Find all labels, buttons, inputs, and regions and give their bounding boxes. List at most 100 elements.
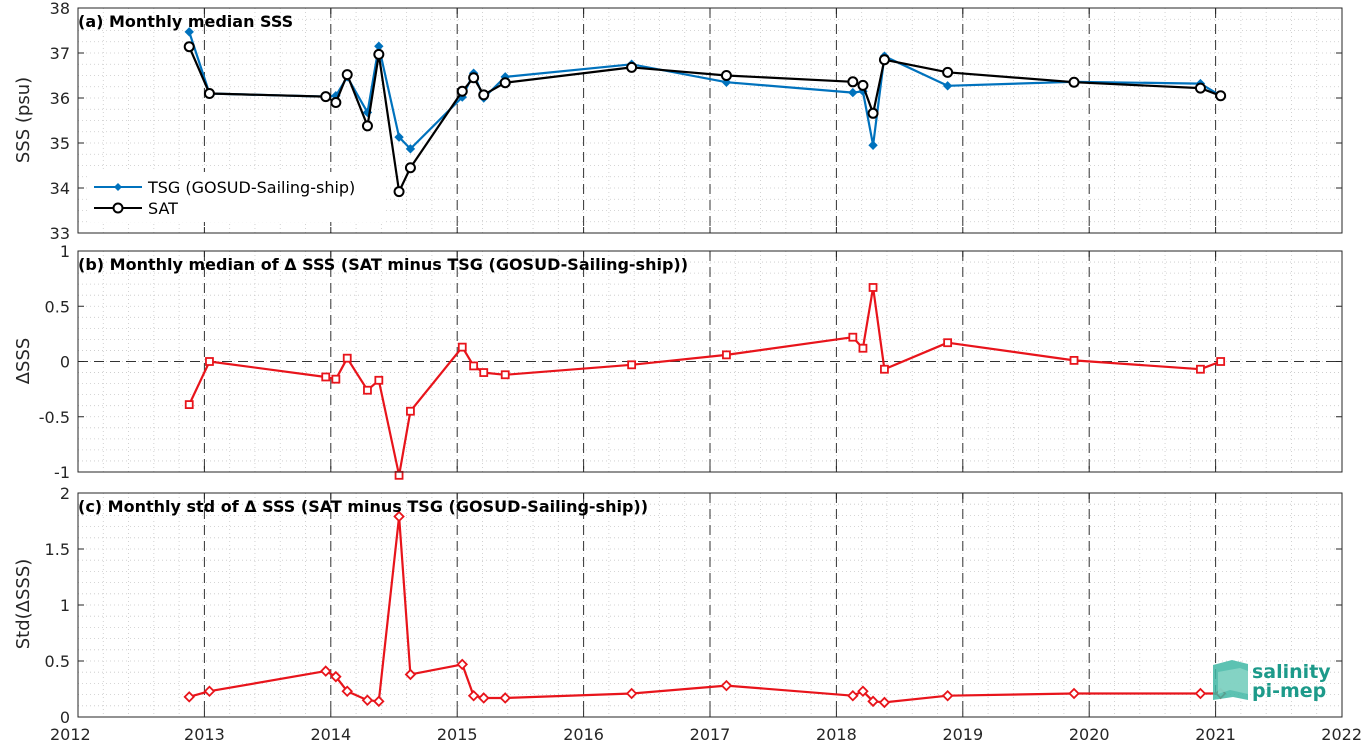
y-tick-label: 38	[50, 0, 70, 18]
data-point	[331, 374, 341, 384]
data-point	[394, 132, 404, 142]
data-point	[361, 694, 374, 706]
y-tick-label: 1	[60, 242, 70, 261]
logo-line2: pi-mep	[1252, 680, 1326, 702]
data-point	[330, 670, 342, 683]
data-point	[468, 72, 480, 84]
panel-c-ylabel: Std(ΔSSS)	[13, 559, 34, 650]
data-point	[404, 668, 417, 681]
data-point	[393, 186, 405, 198]
data-point	[1194, 687, 1207, 700]
x-tick-label: 2019	[942, 725, 983, 744]
data-point	[321, 372, 331, 382]
y-tick-label: -0.5	[39, 408, 70, 427]
data-point	[1068, 76, 1080, 88]
y-tick-label: 0	[60, 353, 70, 372]
panel-b-median-delta-sss: -1 -0.5 0 0.5 1 (b) Monthly median of Δ SSS …	[13, 242, 1343, 482]
data-point	[373, 695, 385, 708]
panel-a-monthly-median-sss: 33 34 35 36 37 38 (a) Monthly median SSS SSS …	[13, 0, 1343, 243]
data-point	[479, 368, 489, 377]
panel-c-title: (c) Monthly std of Δ SSS (SAT minus TSG …	[78, 497, 648, 516]
data-point	[477, 692, 490, 704]
data-point	[373, 48, 385, 60]
data-point	[205, 357, 214, 366]
panel-a-title: (a) Monthly median SSS	[78, 12, 293, 31]
data-point	[184, 400, 194, 409]
data-point	[394, 470, 404, 480]
data-point	[393, 510, 405, 523]
data-point	[867, 107, 879, 119]
legend-sat-marker	[112, 202, 124, 214]
x-tick-label: 2017	[690, 725, 731, 744]
data-point	[942, 81, 953, 91]
x-tick-label: 2020	[1069, 725, 1110, 744]
data-point	[880, 364, 889, 374]
data-point	[868, 140, 878, 150]
data-point	[1196, 364, 1205, 374]
x-tick-label: 2014	[310, 725, 351, 744]
data-point	[374, 375, 384, 385]
data-point	[868, 283, 878, 292]
data-point	[467, 689, 480, 702]
x-tick-label: 2013	[184, 725, 225, 744]
logo-line1: salinity	[1252, 661, 1331, 683]
data-point	[319, 665, 332, 677]
data-point	[1069, 355, 1079, 365]
data-point	[499, 77, 511, 89]
data-point	[867, 695, 879, 708]
data-point	[363, 385, 372, 395]
data-point	[499, 692, 512, 704]
y-tick-label: -1	[54, 463, 70, 482]
data-point	[943, 338, 953, 348]
y-tick-label: 0.5	[45, 652, 70, 671]
data-point	[456, 85, 468, 97]
data-point	[478, 89, 490, 101]
panel-b-ylabel: ΔSSS	[13, 338, 34, 385]
data-point	[625, 687, 638, 700]
data-point	[626, 61, 638, 73]
data-point	[341, 69, 353, 81]
data-point	[1215, 90, 1227, 102]
legend-sat-label: SAT	[148, 199, 178, 218]
data-point	[203, 88, 215, 99]
data-point	[203, 685, 216, 698]
data-point	[500, 370, 510, 380]
data-point	[878, 54, 890, 66]
data-point	[1068, 687, 1080, 700]
data-point	[457, 342, 467, 352]
data-point	[342, 353, 352, 363]
legend-tsg-label: TSG (GOSUD-Sailing-ship)	[147, 178, 355, 197]
data-point	[847, 76, 859, 88]
y-tick-label: 2	[60, 484, 70, 503]
data-point	[848, 332, 858, 342]
legend: TSG (GOSUD-Sailing-ship) SAT	[88, 172, 384, 222]
data-point	[361, 120, 373, 132]
data-point	[857, 79, 869, 91]
data-point	[847, 689, 859, 702]
data-point	[405, 144, 416, 154]
y-tick-label: 37	[50, 44, 70, 63]
data-point	[720, 70, 732, 81]
data-point	[330, 97, 342, 108]
data-point	[456, 658, 469, 671]
y-tick-label: 1	[60, 596, 70, 615]
data-point	[878, 696, 891, 709]
y-tick-label: 34	[50, 179, 70, 198]
data-point	[722, 350, 731, 360]
x-tick-label: 2021	[1195, 725, 1236, 744]
data-point	[1216, 357, 1226, 366]
data-point	[942, 66, 954, 78]
y-tick-label: 1.5	[45, 540, 70, 559]
x-tick-label: 2018	[816, 725, 857, 744]
data-point	[184, 27, 194, 37]
data-point	[858, 343, 868, 353]
panel-a-ylabel: SSS (psu)	[13, 77, 34, 163]
panel-c-std-delta-sss: 0 0.5 1 1.5 2 2012 2013 2014 2015 2016 2017 2018 201…	[13, 484, 1362, 744]
data-point	[857, 685, 869, 698]
data-point	[320, 91, 332, 103]
x-tick-label: 2022	[1321, 725, 1362, 744]
data-point	[406, 406, 415, 416]
data-point	[183, 41, 195, 53]
panel-b-title: (b) Monthly median of Δ SSS (SAT minus T…	[78, 255, 688, 274]
